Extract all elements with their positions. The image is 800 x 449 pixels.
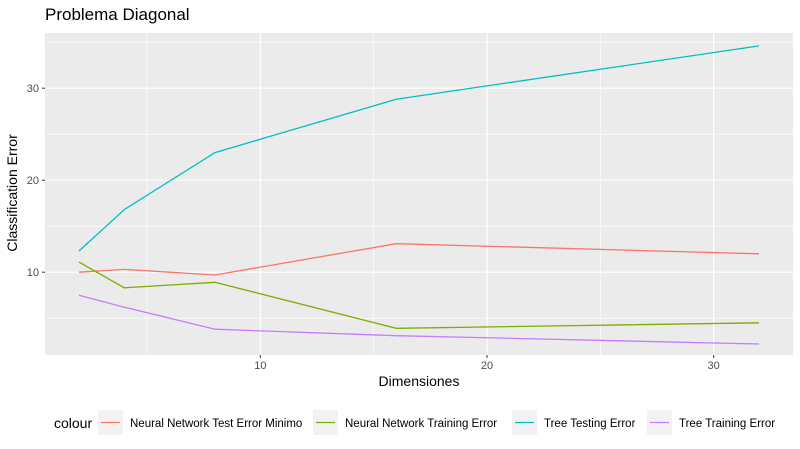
x-axis-title: Dimensiones <box>379 373 460 389</box>
y-axis-title: Classification Error <box>4 134 20 252</box>
legend-title: colour <box>54 415 92 431</box>
y-tick-label: 30 <box>27 83 39 95</box>
plot-background <box>45 33 793 355</box>
legend-label: Tree Training Error <box>679 418 775 430</box>
x-tick-label: 10 <box>254 360 266 372</box>
legend: colour Neural Network Test Error Minimo N… <box>54 410 775 435</box>
series-lines <box>78 45 760 345</box>
series-line-3 <box>78 45 760 252</box>
legend-item: Tree Training Error <box>647 410 775 435</box>
legend-item: Tree Testing Error <box>512 410 636 435</box>
plot-panel <box>45 33 793 355</box>
legend-label: Neural Network Training Error <box>345 418 497 430</box>
x-tick-label: 30 <box>708 360 720 372</box>
legend-label: Tree Testing Error <box>544 418 636 430</box>
series-line-1 <box>78 243 760 276</box>
y-tick-label: 10 <box>27 267 39 279</box>
y-tick-label: 20 <box>27 175 39 187</box>
legend-item: Neural Network Test Error Minimo <box>98 410 302 435</box>
chart-title: Problema Diagonal <box>45 5 190 24</box>
axis-ticks: 10 20 30 10 20 30 <box>27 83 720 372</box>
legend-item: Neural Network Training Error <box>313 410 497 435</box>
x-tick-label: 20 <box>481 360 493 372</box>
legend-label: Neural Network Test Error Minimo <box>130 418 302 430</box>
series-line-4 <box>78 294 760 345</box>
series-line-2 <box>78 261 760 329</box>
